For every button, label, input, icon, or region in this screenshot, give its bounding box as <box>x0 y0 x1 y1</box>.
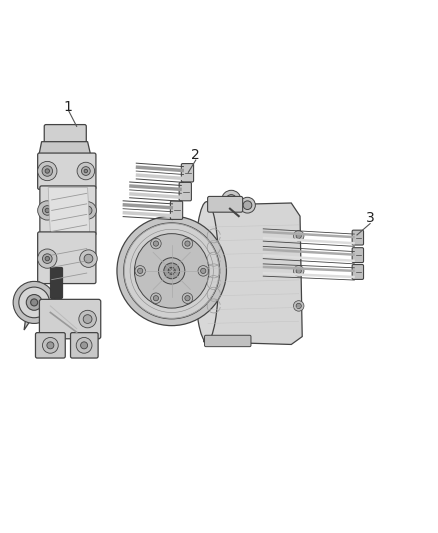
Circle shape <box>151 293 161 303</box>
FancyBboxPatch shape <box>71 333 98 358</box>
Circle shape <box>135 265 145 276</box>
Circle shape <box>240 197 255 213</box>
Polygon shape <box>48 188 90 233</box>
Circle shape <box>79 201 96 219</box>
Circle shape <box>81 167 90 175</box>
Circle shape <box>19 287 49 318</box>
Ellipse shape <box>195 201 219 342</box>
Circle shape <box>134 233 209 308</box>
FancyBboxPatch shape <box>38 232 96 284</box>
FancyBboxPatch shape <box>352 248 364 263</box>
Circle shape <box>26 295 42 310</box>
Circle shape <box>38 161 57 181</box>
FancyBboxPatch shape <box>44 125 86 143</box>
Circle shape <box>151 238 161 249</box>
Circle shape <box>83 206 92 215</box>
Circle shape <box>84 169 88 173</box>
FancyBboxPatch shape <box>35 333 65 358</box>
Circle shape <box>45 256 49 261</box>
Circle shape <box>293 301 304 311</box>
Circle shape <box>79 310 96 328</box>
Circle shape <box>38 201 57 220</box>
Circle shape <box>201 268 206 273</box>
Circle shape <box>76 337 92 353</box>
Circle shape <box>293 231 304 241</box>
Circle shape <box>31 299 38 306</box>
Circle shape <box>13 281 55 324</box>
Circle shape <box>83 314 92 324</box>
FancyBboxPatch shape <box>38 153 96 189</box>
FancyBboxPatch shape <box>352 230 364 245</box>
Circle shape <box>42 166 53 176</box>
Circle shape <box>42 254 52 263</box>
Circle shape <box>153 241 159 246</box>
Circle shape <box>182 293 193 303</box>
Circle shape <box>296 268 301 273</box>
Circle shape <box>38 249 57 268</box>
Circle shape <box>222 190 241 209</box>
Circle shape <box>164 263 180 279</box>
FancyBboxPatch shape <box>181 164 194 182</box>
Text: 1: 1 <box>64 100 72 114</box>
Circle shape <box>296 303 301 309</box>
Circle shape <box>47 342 54 349</box>
Circle shape <box>293 265 304 276</box>
Circle shape <box>42 206 52 215</box>
Circle shape <box>185 241 190 246</box>
Circle shape <box>117 216 226 326</box>
Circle shape <box>124 223 220 319</box>
Text: 2: 2 <box>191 148 199 162</box>
Circle shape <box>77 162 95 180</box>
FancyBboxPatch shape <box>40 186 96 236</box>
Circle shape <box>296 233 301 238</box>
Circle shape <box>42 337 58 353</box>
Circle shape <box>226 195 237 205</box>
FancyBboxPatch shape <box>39 300 101 339</box>
Circle shape <box>81 342 88 349</box>
FancyBboxPatch shape <box>179 182 191 201</box>
Circle shape <box>168 268 175 274</box>
Polygon shape <box>39 142 91 157</box>
FancyBboxPatch shape <box>205 335 251 346</box>
Circle shape <box>198 265 208 276</box>
Circle shape <box>243 201 252 209</box>
FancyBboxPatch shape <box>50 268 63 298</box>
FancyBboxPatch shape <box>170 201 183 220</box>
Circle shape <box>138 268 143 273</box>
Circle shape <box>84 254 93 263</box>
Circle shape <box>45 208 49 213</box>
Circle shape <box>153 296 159 301</box>
Circle shape <box>80 250 97 268</box>
FancyBboxPatch shape <box>208 197 243 212</box>
Circle shape <box>182 238 193 249</box>
Circle shape <box>185 296 190 301</box>
FancyBboxPatch shape <box>352 264 364 279</box>
Polygon shape <box>24 282 39 330</box>
Circle shape <box>159 258 185 284</box>
Polygon shape <box>39 304 72 334</box>
Circle shape <box>45 169 49 173</box>
Polygon shape <box>204 203 302 344</box>
Text: 3: 3 <box>366 211 374 225</box>
